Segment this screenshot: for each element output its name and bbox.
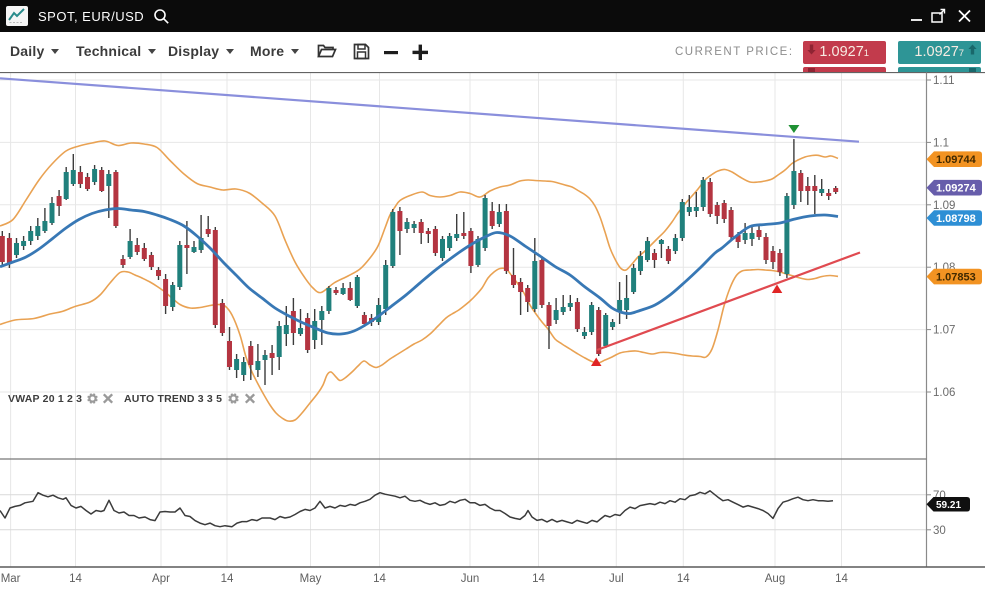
svg-text:1.09274: 1.09274 (936, 183, 977, 195)
svg-text:14: 14 (532, 573, 545, 585)
svg-text:AUTO TREND 3 3 5: AUTO TREND 3 3 5 (124, 393, 222, 405)
svg-text:Aug: Aug (765, 573, 785, 585)
svg-text:Jul: Jul (609, 573, 624, 585)
svg-text:14: 14 (221, 573, 234, 585)
svg-text:1.06: 1.06 (933, 387, 955, 399)
svg-text:1.1: 1.1 (933, 137, 949, 149)
svg-text:14: 14 (69, 573, 82, 585)
svg-text:14: 14 (677, 573, 690, 585)
svg-text:1.07: 1.07 (933, 325, 955, 337)
svg-text:1.09: 1.09 (933, 200, 955, 212)
svg-text:Apr: Apr (152, 573, 170, 585)
svg-text:Jun: Jun (461, 573, 480, 585)
svg-text:1.08798: 1.08798 (936, 213, 976, 225)
svg-text:14: 14 (373, 573, 386, 585)
svg-text:59.21: 59.21 (936, 500, 961, 511)
svg-text:Mar: Mar (1, 573, 21, 585)
svg-text:1.11: 1.11 (933, 75, 955, 87)
svg-text:1.09744: 1.09744 (936, 154, 977, 166)
svg-text:30: 30 (933, 525, 946, 537)
svg-text:14: 14 (835, 573, 848, 585)
svg-text:May: May (300, 573, 322, 585)
svg-text:VWAP 20 1 2 3: VWAP 20 1 2 3 (8, 393, 82, 405)
svg-text:1.07853: 1.07853 (936, 272, 976, 284)
